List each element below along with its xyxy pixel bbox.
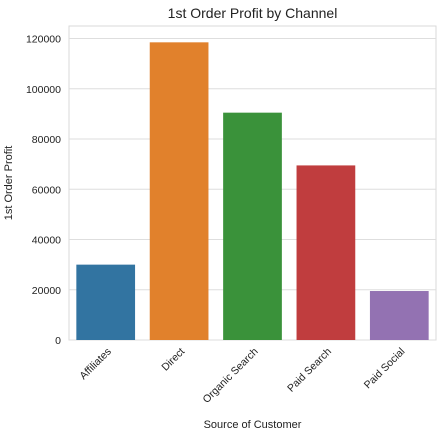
- x-tick-label: Direct: [159, 346, 187, 374]
- bars: [76, 42, 429, 340]
- x-tick-label: Paid Search: [285, 346, 334, 395]
- y-axis-ticks: 0 20000 40000 60000 80000 100000 120000: [26, 34, 61, 347]
- y-tick-label: 40000: [32, 235, 61, 247]
- bar-direct: [149, 42, 209, 340]
- y-tick-label: 0: [55, 335, 61, 347]
- y-tick-label: 100000: [26, 84, 61, 96]
- x-tick-label: Paid Social: [362, 346, 408, 392]
- x-tick-label: Organic Search: [201, 346, 261, 406]
- y-tick-label: 20000: [32, 285, 61, 297]
- bar-paid-social: [369, 291, 429, 340]
- bar-organic-search: [223, 112, 282, 340]
- y-tick-label: 60000: [32, 184, 61, 196]
- y-tick-label: 80000: [32, 134, 61, 146]
- x-tick-label: Affiliates: [77, 346, 113, 382]
- chart-title: 1st Order Profit by Channel: [168, 5, 338, 21]
- y-tick-label: 120000: [26, 34, 61, 46]
- y-axis-label: 1st Order Profit: [3, 146, 15, 221]
- bar-paid-search: [296, 165, 356, 340]
- x-axis-ticks: Affiliates Direct Organic Search Paid Searc…: [77, 346, 407, 406]
- bar-affiliates: [76, 264, 136, 340]
- x-axis-label: Source of Customer: [204, 419, 302, 431]
